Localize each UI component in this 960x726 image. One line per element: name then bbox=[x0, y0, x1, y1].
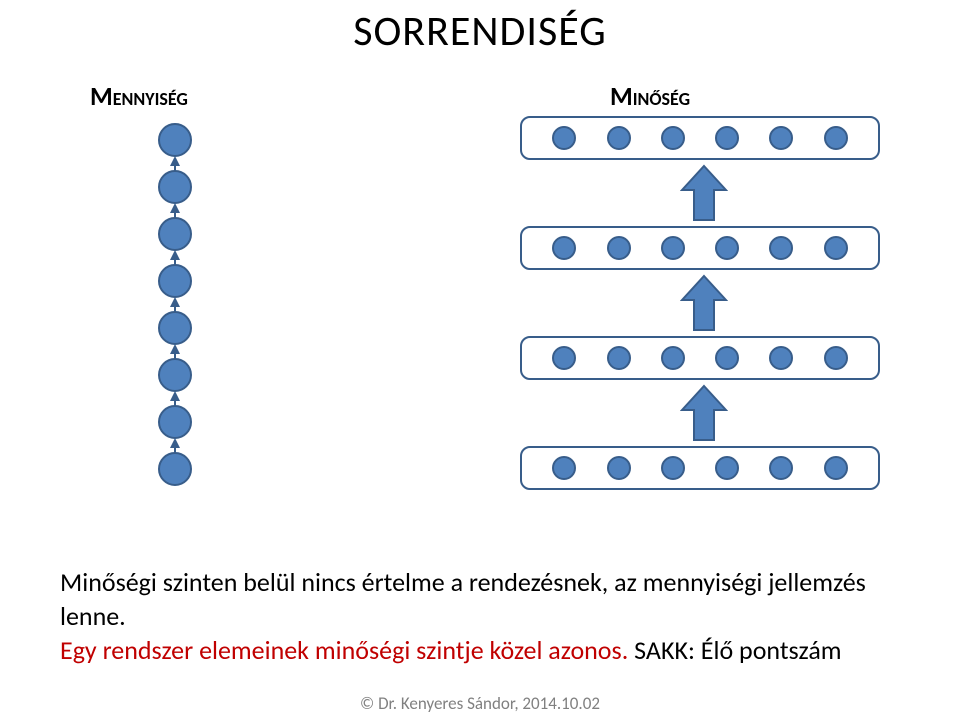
level-bar bbox=[520, 226, 880, 270]
level-dot bbox=[607, 456, 631, 480]
chain-node bbox=[159, 406, 191, 438]
level-dot bbox=[769, 236, 793, 260]
level-dot bbox=[824, 456, 848, 480]
level-dot bbox=[715, 236, 739, 260]
level-bar bbox=[520, 116, 880, 160]
left-column-header: Mennyiség bbox=[90, 80, 188, 112]
chain-node bbox=[159, 359, 191, 391]
footer-copyright: © Dr. Kenyeres Sándor, 2014.10.02 bbox=[0, 693, 960, 714]
level-dot bbox=[824, 346, 848, 370]
left-vertical-chain bbox=[150, 120, 200, 520]
level-dot bbox=[552, 126, 576, 150]
level-up-arrow-icon bbox=[680, 384, 728, 444]
body-line-1: Minőségi szinten belül nincs értelme a r… bbox=[60, 566, 900, 634]
chain-node bbox=[159, 171, 191, 203]
level-up-arrow-icon bbox=[680, 274, 728, 334]
slide-title: SORRENDISÉG bbox=[0, 6, 960, 57]
right-column-header: Minőség bbox=[610, 80, 690, 112]
level-dot bbox=[715, 346, 739, 370]
level-dot bbox=[552, 236, 576, 260]
level-dot bbox=[715, 456, 739, 480]
level-dot bbox=[552, 346, 576, 370]
level-dot bbox=[607, 236, 631, 260]
chain-node bbox=[159, 453, 191, 485]
body-text: Minőségi szinten belül nincs értelme a r… bbox=[60, 566, 900, 667]
body-line-3: SAKK: Élő pontszám bbox=[634, 634, 841, 666]
level-dot bbox=[824, 236, 848, 260]
chain-node bbox=[159, 312, 191, 344]
level-bar bbox=[520, 446, 880, 490]
level-bar bbox=[520, 336, 880, 380]
level-dot bbox=[661, 236, 685, 260]
level-dot bbox=[552, 456, 576, 480]
level-dot bbox=[769, 126, 793, 150]
level-dot bbox=[661, 456, 685, 480]
level-up-arrow-icon bbox=[680, 164, 728, 224]
chain-node bbox=[159, 265, 191, 297]
level-dot bbox=[769, 346, 793, 370]
level-dot bbox=[607, 126, 631, 150]
level-dot bbox=[715, 126, 739, 150]
chain-node bbox=[159, 124, 191, 156]
level-dot bbox=[824, 126, 848, 150]
level-dot bbox=[661, 126, 685, 150]
level-dot bbox=[769, 456, 793, 480]
level-dot bbox=[607, 346, 631, 370]
level-dot bbox=[661, 346, 685, 370]
chain-node bbox=[159, 218, 191, 250]
body-line-2: Egy rendszer elemeinek minőségi szintje … bbox=[60, 634, 628, 666]
